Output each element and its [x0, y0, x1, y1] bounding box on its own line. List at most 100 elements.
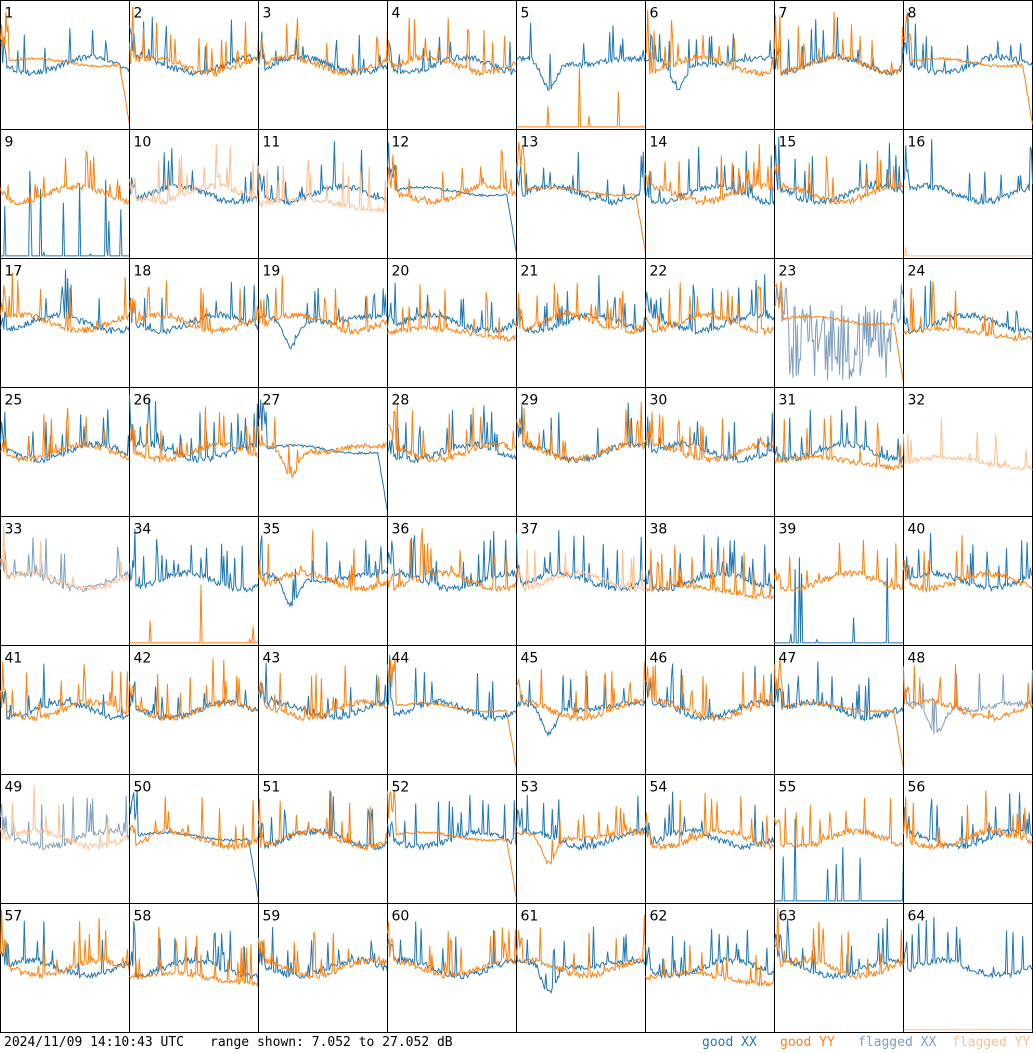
panel-1: 1: [0, 0, 130, 130]
panel-label: 43: [263, 651, 281, 667]
panel-label: 16: [908, 135, 926, 151]
series-yy-good: [516, 805, 646, 866]
panel-label: 7: [779, 6, 788, 22]
panel-label: 28: [392, 393, 410, 409]
series-yy-good: [129, 406, 259, 463]
panel-label: 3: [263, 6, 272, 22]
panel-32: 32: [903, 387, 1033, 517]
panel-51: 51: [258, 774, 388, 904]
range-text: range shown: 7.052 to 27.052 dB: [210, 1035, 453, 1050]
series-yy-good: [645, 399, 775, 463]
series-yy-good: [903, 664, 1033, 722]
series-yy-good: [387, 148, 517, 206]
series-yy-good: [903, 13, 1033, 124]
panel-label: 35: [263, 522, 281, 538]
panel-frame: [0, 903, 130, 1033]
panel-frame: [774, 0, 904, 130]
series-yy-good: [258, 665, 388, 722]
series-yy-good: [0, 150, 130, 206]
panel-42: 42: [129, 645, 259, 775]
panel-14: 14: [645, 129, 775, 259]
panel-frame: [129, 903, 259, 1033]
panel-label: 9: [5, 135, 14, 151]
series-xx-good: [645, 928, 775, 980]
panel-27: 27: [258, 387, 388, 517]
panel-33: 33: [0, 516, 130, 646]
series-yy-good: [258, 530, 388, 592]
series-yy-good: [516, 401, 646, 464]
series-yy-good: [516, 914, 646, 980]
panel-56: 56: [903, 774, 1033, 904]
series-yy-good: [258, 791, 388, 852]
panel-label: 13: [521, 135, 539, 151]
series-xx-good: [645, 663, 775, 722]
series-yy-good: [258, 932, 388, 980]
panel-label: 25: [5, 393, 23, 409]
panel-8: 8: [903, 0, 1033, 130]
series-yy-good: [0, 407, 130, 463]
series-yy-good: [516, 661, 646, 722]
panel-frame: [258, 516, 388, 646]
series-yy-good: [129, 926, 259, 988]
panel-label: 14: [650, 135, 668, 151]
panel-frame: [387, 387, 517, 517]
panel-44: 44: [387, 645, 517, 775]
panel-37: 37: [516, 516, 646, 646]
series-xx-flagged: [903, 666, 1033, 735]
series-xx-good: [258, 31, 388, 77]
series-yy-good: [903, 535, 1033, 594]
panel-frame: [258, 387, 388, 517]
panel-62: 62: [645, 903, 775, 1033]
panel-frame: [903, 774, 1033, 904]
panel-label: 20: [392, 264, 410, 280]
panel-frame: [129, 645, 259, 775]
series-xx-good: [774, 405, 904, 464]
panel-10: 10: [129, 129, 259, 259]
series-yy-flagged: [516, 549, 646, 593]
panel-label: 46: [650, 651, 668, 667]
series-xx-good: [903, 916, 1033, 979]
series-yy-good: [774, 150, 904, 206]
panel-53: 53: [516, 774, 646, 904]
panel-64: 64: [903, 903, 1033, 1033]
panel-label: 5: [521, 6, 530, 22]
series-yy-good: [774, 657, 904, 769]
series-yy-good: [645, 545, 775, 601]
series-yy-good: [774, 798, 904, 850]
series-xx-good: [516, 151, 646, 207]
panel-20: 20: [387, 258, 517, 388]
panel-label: 61: [521, 909, 539, 925]
panel-label: 58: [134, 909, 152, 925]
panel-9: 9: [0, 129, 130, 259]
panel-label: 45: [521, 651, 539, 667]
panel-label: 62: [650, 909, 668, 925]
panel-26: 26: [129, 387, 259, 517]
panel-label: 54: [650, 780, 668, 796]
panel-label: 39: [779, 522, 797, 538]
panel-12: 12: [387, 129, 517, 259]
series-yy-good: [387, 402, 517, 463]
series-yy-good: [0, 661, 130, 722]
panel-label: 31: [779, 393, 797, 409]
series-xx-good: [645, 791, 775, 851]
panel-39: 39: [774, 516, 904, 646]
panel-5: 5: [516, 0, 646, 130]
panel-2: 2: [129, 0, 259, 130]
timestamp-text: 2024/11/09 14:10:43 UTC: [4, 1035, 185, 1050]
panel-17: 17: [0, 258, 130, 388]
panel-63: 63: [774, 903, 904, 1033]
panel-label: 33: [5, 522, 23, 538]
panel-label: 2: [134, 6, 143, 22]
series-yy-good: [774, 908, 904, 980]
panel-54: 54: [645, 774, 775, 904]
series-yy-good: [903, 281, 1033, 342]
series-yy-good: [774, 281, 904, 383]
series-yy-good: [0, 11, 130, 126]
panel-38: 38: [645, 516, 775, 646]
panel-frame: [258, 774, 388, 904]
panel-frame: [903, 387, 1033, 517]
panel-49: 49: [0, 774, 130, 904]
series-yy-good: [516, 142, 646, 253]
panel-label: 30: [650, 393, 668, 409]
